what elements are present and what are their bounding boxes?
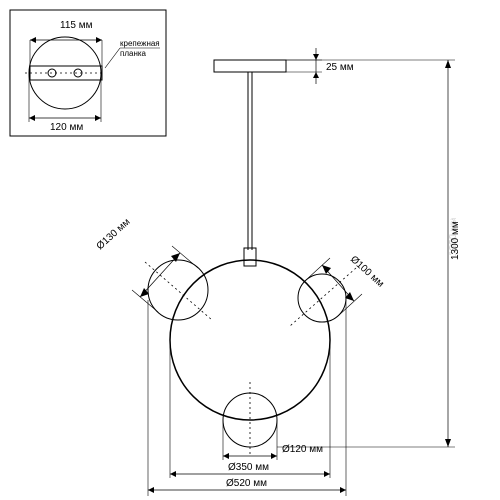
fixture: 25 мм 1300 мм 1300 мм 1300 мм Ø130 мм — [95, 48, 461, 496]
canopy-height-label: 25 мм — [326, 62, 354, 73]
left-sphere-label: Ø130 мм — [95, 217, 133, 253]
technical-drawing: 115 мм крепежная планка 120 мм — [0, 0, 500, 500]
bottom-dim-1: Ø120 мм — [282, 444, 323, 455]
right-sphere-label: Ø100 мм — [348, 254, 386, 290]
inset-bottom-label: 120 мм — [50, 122, 83, 133]
bottom-dim-2: Ø350 мм — [228, 462, 269, 473]
total-height-label-v: 1300 мм — [450, 221, 461, 260]
inset-top-label: 115 мм — [60, 20, 93, 31]
inset-right-label-1: крепежная — [120, 39, 160, 48]
inset-right-label-2: планка — [120, 49, 147, 58]
bottom-dim-3: Ø520 мм — [226, 478, 267, 489]
dim-bottom: Ø120 мм Ø350 мм Ø520 мм — [148, 300, 346, 496]
inset-box: 115 мм крепежная планка 120 мм — [10, 10, 166, 136]
